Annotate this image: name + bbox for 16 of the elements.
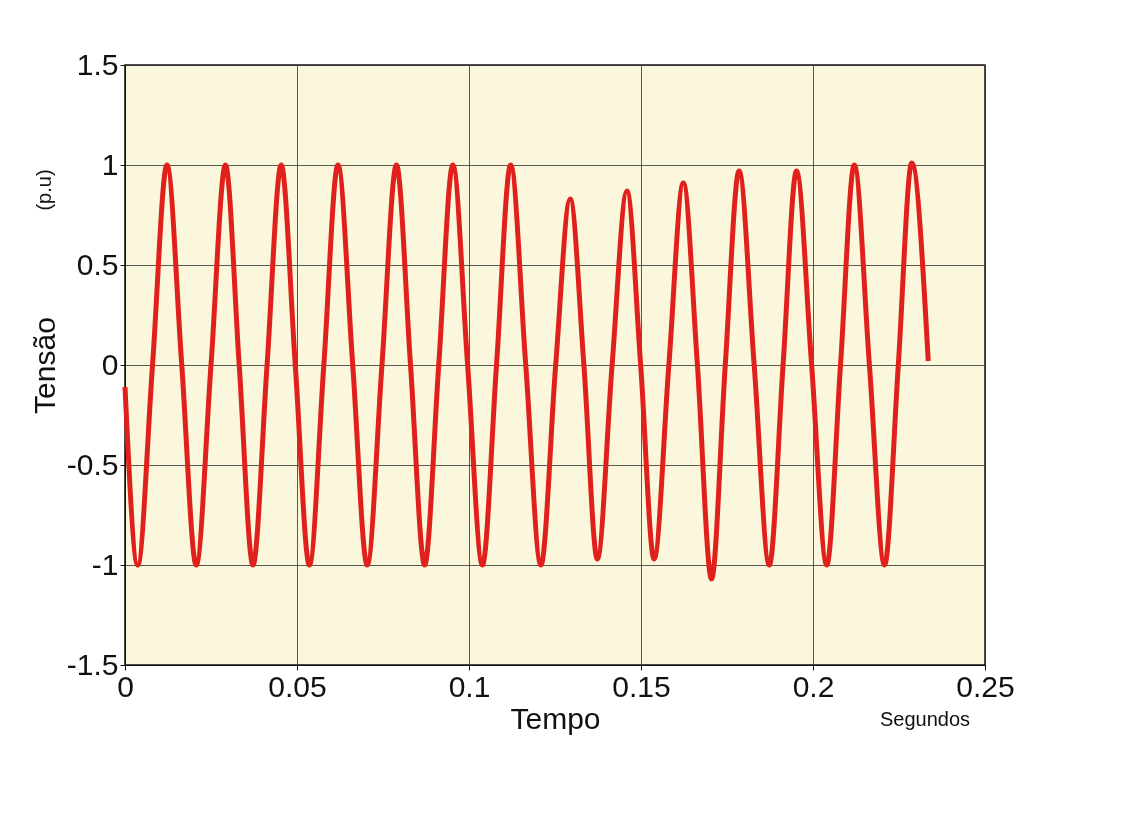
y-axis-title: Tensão: [27, 317, 61, 414]
x-tick-label: 0.1: [448, 669, 491, 703]
y-tick-label: -1.5: [66, 647, 119, 681]
y-tick-label: 0: [101, 347, 119, 381]
y-tick-label: 0.5: [76, 247, 119, 281]
x-tick-label: 0.15: [612, 669, 671, 703]
x-tick-label: 0.2: [792, 669, 835, 703]
y-tick-label: -0.5: [66, 447, 119, 481]
text: (p.u): [33, 169, 55, 211]
y-tick-label: -1: [91, 547, 119, 581]
text: Segundos: [879, 708, 971, 730]
y-tick-label: 1: [101, 147, 119, 181]
x-tick-label: 0.25: [956, 669, 1015, 703]
y-tick-label: 1.5: [76, 47, 119, 81]
x-axis-title: Tempo: [510, 701, 601, 735]
x-tick-label: 0.05: [268, 669, 327, 703]
